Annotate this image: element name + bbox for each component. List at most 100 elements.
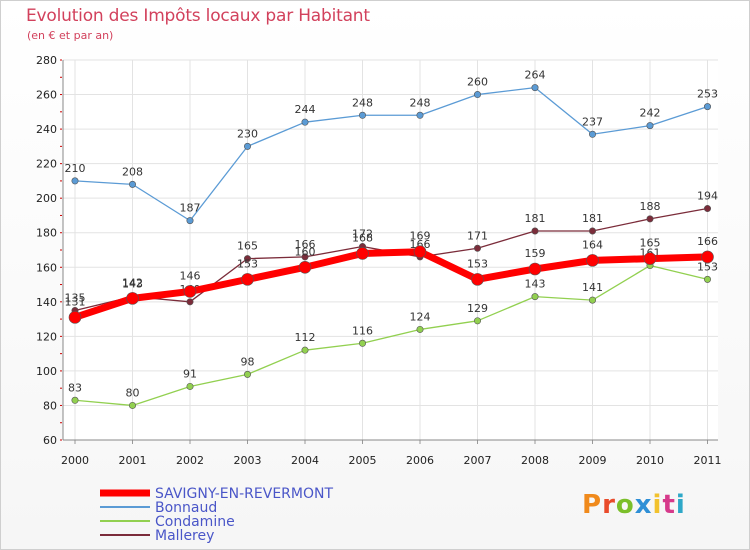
data-label-bonnaud: 264 [525, 69, 546, 82]
data-point-bonnaud [186, 217, 194, 225]
data-label-bonnaud: 244 [295, 103, 316, 116]
y-tick-label: 240 [36, 123, 57, 136]
data-label-condamine: 98 [241, 355, 255, 368]
data-point-savigny-en-revermont [643, 252, 657, 265]
y-minor-tick [60, 353, 62, 355]
data-point-bonnaud [703, 103, 711, 111]
data-point-bonnaud [129, 180, 137, 188]
x-tick-label: 2004 [291, 454, 319, 467]
data-label-condamine: 141 [582, 281, 603, 294]
logo-letter: r [602, 490, 616, 520]
data-point-savigny-en-revermont [413, 245, 427, 259]
data-point-mallerey [301, 253, 309, 261]
y-minor-tick [60, 284, 62, 286]
data-label-savigny-en-revermont: 166 [697, 235, 718, 248]
x-tick-label: 2011 [694, 454, 722, 467]
data-label-condamine: 129 [467, 302, 488, 315]
y-tick-label: 200 [36, 192, 57, 205]
data-point-savigny-en-revermont [183, 285, 197, 298]
data-label-condamine: 83 [68, 381, 82, 394]
data-point-mallerey [244, 255, 252, 263]
y-minor-tick [60, 180, 62, 182]
y-minor-tick [60, 249, 62, 251]
y-minor-tick [60, 214, 62, 216]
data-point-condamine [186, 382, 194, 390]
series-line-condamine [74, 264, 708, 407]
data-label-savigny-en-revermont: 160 [295, 245, 316, 258]
y-tick-label: 280 [36, 54, 57, 67]
data-label-savigny-en-revermont: 153 [237, 257, 258, 270]
data-label-savigny-en-revermont: 164 [582, 238, 603, 251]
data-point-mallerey [646, 215, 654, 223]
y-tick-label: 140 [36, 296, 57, 309]
y-tick-label: 100 [36, 365, 57, 378]
y-minor-tick [60, 387, 62, 389]
x-tick-label: 2009 [579, 454, 607, 467]
chart-title: Evolution des Impôts locaux par Habitant [26, 6, 370, 26]
data-label-bonnaud: 260 [467, 76, 488, 89]
data-point-savigny-en-revermont [586, 254, 599, 267]
x-tick-label: 2008 [521, 454, 549, 467]
data-label-bonnaud: 237 [582, 115, 603, 128]
data-point-condamine [244, 370, 252, 378]
y-tick-label: 120 [36, 330, 57, 343]
legend-label: Condamine [155, 514, 235, 530]
data-point-savigny-en-revermont [356, 247, 369, 260]
x-tick-label: 2006 [406, 454, 434, 467]
data-label-condamine: 143 [525, 278, 546, 291]
data-point-savigny-en-revermont [701, 250, 714, 264]
data-label-bonnaud: 253 [697, 88, 718, 101]
data-label-savigny-en-revermont: 165 [640, 237, 661, 250]
data-label-condamine: 124 [410, 310, 431, 323]
x-tick-label: 2001 [119, 454, 147, 467]
data-label-mallerey: 166 [295, 238, 316, 251]
data-label-mallerey: 188 [640, 200, 661, 213]
y-minor-tick [60, 163, 62, 165]
data-label-savigny-en-revermont: 159 [525, 247, 546, 260]
y-minor-tick [60, 59, 62, 61]
y-minor-tick [60, 111, 62, 113]
x-tick-label: 2007 [464, 454, 492, 467]
data-label-mallerey: 165 [237, 240, 258, 253]
data-label-mallerey: 172 [352, 228, 373, 241]
data-label-mallerey: 181 [582, 212, 603, 225]
logo-letter: P [582, 490, 603, 520]
data-point-condamine [416, 325, 424, 333]
data-point-bonnaud [358, 111, 366, 119]
data-point-bonnaud [531, 84, 539, 92]
legend-label: Bonnaud [155, 500, 217, 516]
y-minor-tick [60, 318, 62, 320]
data-point-mallerey [531, 227, 539, 235]
y-minor-tick [60, 335, 62, 337]
data-point-mallerey [588, 227, 596, 235]
data-label-bonnaud: 187 [180, 202, 201, 215]
data-point-bonnaud [416, 111, 424, 119]
series-line-savigny-en-revermont [73, 248, 708, 321]
y-minor-tick [60, 422, 62, 424]
y-tick-label: 260 [36, 89, 57, 102]
data-point-condamine [531, 293, 539, 301]
data-point-bonnaud [301, 118, 309, 126]
y-tick-label: 180 [36, 227, 57, 240]
data-point-condamine [588, 296, 596, 304]
data-point-savigny-en-revermont [528, 262, 542, 276]
legend-label: Mallerey [155, 528, 214, 544]
y-minor-tick [60, 145, 62, 147]
data-label-mallerey: 166 [410, 238, 431, 251]
y-minor-tick [60, 439, 62, 441]
data-label-bonnaud: 208 [122, 165, 143, 178]
y-minor-tick [60, 232, 62, 234]
data-label-condamine: 153 [697, 260, 718, 273]
x-tick-label: 2003 [234, 454, 262, 467]
y-minor-tick [60, 197, 62, 199]
x-tick-label: 2000 [61, 454, 89, 467]
data-label-condamine: 91 [183, 367, 197, 380]
data-point-savigny-en-revermont [126, 292, 139, 305]
data-label-savigny-en-revermont: 131 [65, 295, 86, 308]
y-tick-label: 60 [43, 434, 57, 447]
data-label-condamine: 80 [126, 386, 140, 399]
data-label-savigny-en-revermont: 169 [410, 230, 431, 243]
data-point-condamine [358, 339, 366, 347]
data-label-condamine: 112 [295, 331, 316, 344]
